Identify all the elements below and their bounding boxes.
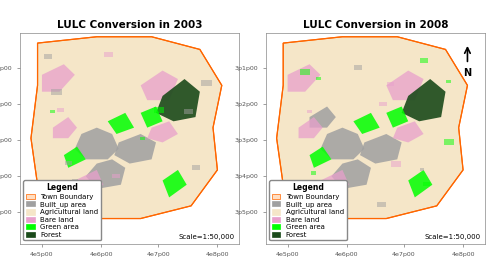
Polygon shape <box>86 159 126 189</box>
Polygon shape <box>393 121 424 143</box>
Polygon shape <box>386 107 408 128</box>
Polygon shape <box>276 37 468 218</box>
Bar <box>112 174 120 178</box>
Polygon shape <box>53 117 77 138</box>
Bar <box>330 207 338 211</box>
Bar <box>444 139 454 145</box>
Bar <box>391 162 402 167</box>
Polygon shape <box>64 147 86 168</box>
Bar <box>202 80 212 86</box>
Polygon shape <box>42 64 75 92</box>
Text: N: N <box>464 69 471 79</box>
Polygon shape <box>354 113 380 134</box>
Bar <box>446 80 451 83</box>
Text: Scale=1:50,000: Scale=1:50,000 <box>424 234 480 240</box>
Polygon shape <box>310 107 336 128</box>
Bar <box>104 52 113 57</box>
Polygon shape <box>114 134 156 164</box>
Bar <box>72 179 78 182</box>
Bar <box>300 69 310 75</box>
Bar <box>140 137 145 140</box>
Polygon shape <box>288 64 320 92</box>
Polygon shape <box>408 170 432 197</box>
Legend: Town Boundary, Built_up area, Agricultural land, Bare land, Green area, Forest: Town Boundary, Built_up area, Agricultur… <box>269 180 346 240</box>
Polygon shape <box>162 170 186 197</box>
Polygon shape <box>147 121 178 143</box>
Polygon shape <box>140 107 162 128</box>
Polygon shape <box>75 128 118 159</box>
Bar <box>354 65 362 70</box>
Legend: Town Boundary, Built_up area, Agricultural land, Bare land, Green area, Forest: Town Boundary, Built_up area, Agricultur… <box>24 180 101 240</box>
Polygon shape <box>314 170 349 197</box>
Bar <box>420 168 424 171</box>
Bar <box>57 108 64 112</box>
Bar <box>184 109 194 114</box>
Bar <box>379 102 387 107</box>
Text: Scale=1:50,000: Scale=1:50,000 <box>179 234 235 240</box>
Polygon shape <box>156 79 200 121</box>
Bar <box>376 202 386 208</box>
Polygon shape <box>140 70 178 100</box>
Bar <box>310 172 316 175</box>
Polygon shape <box>310 147 332 168</box>
Bar <box>50 110 55 113</box>
Bar <box>43 204 51 208</box>
Polygon shape <box>386 70 424 100</box>
Bar <box>51 89 62 95</box>
Bar <box>92 191 101 196</box>
Polygon shape <box>108 113 134 134</box>
Bar <box>420 58 428 63</box>
Bar <box>65 161 71 165</box>
Title: LULC Conversion in 2003: LULC Conversion in 2003 <box>57 20 203 30</box>
Polygon shape <box>68 170 104 197</box>
Polygon shape <box>298 117 322 138</box>
Bar <box>192 165 200 170</box>
Bar <box>316 77 321 80</box>
Polygon shape <box>360 134 402 164</box>
Polygon shape <box>402 79 446 121</box>
Bar <box>424 182 430 186</box>
Polygon shape <box>320 128 364 159</box>
Title: LULC Conversion in 2008: LULC Conversion in 2008 <box>302 20 448 30</box>
Polygon shape <box>31 37 222 218</box>
Bar <box>154 107 164 113</box>
Bar <box>44 54 52 59</box>
Bar <box>387 82 394 86</box>
Bar <box>306 110 312 113</box>
Polygon shape <box>332 159 371 189</box>
